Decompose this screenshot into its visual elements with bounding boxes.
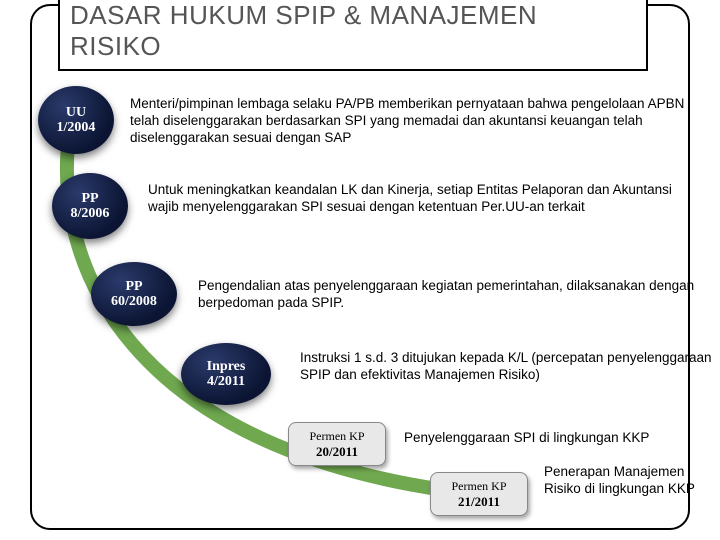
chip-label-1: Permen KP	[452, 479, 507, 494]
title-line-1: DASAR HUKUM SPIP & MANAJEMEN	[70, 0, 636, 31]
node-label-2: 60/2008	[111, 294, 157, 309]
desc-permen-kp-20-2011: Penyelenggaraan SPI di lingkungan KKP	[404, 430, 704, 447]
node-label-2: 8/2006	[71, 206, 110, 221]
desc-uu-1-2004: Menteri/pimpinan lembaga selaku PA/PB me…	[130, 96, 688, 147]
desc-inpres-4-2011: Instruksi 1 s.d. 3 ditujukan kepada K/L …	[300, 350, 720, 384]
node-label-1: PP	[81, 191, 98, 206]
node-pp-60-2008: PP 60/2008	[91, 262, 177, 326]
node-label-1: UU	[66, 105, 86, 120]
desc-pp-8-2006: Untuk meningkatkan keandalan LK dan Kine…	[148, 182, 698, 216]
node-label-2: 4/2011	[207, 374, 245, 389]
chip-permen-kp-21-2011: Permen KP 21/2011	[430, 472, 528, 516]
node-label-1: Inpres	[207, 359, 246, 374]
chip-label-2: 21/2011	[458, 494, 500, 510]
desc-pp-60-2008: Pengendalian atas penyelenggaraan kegiat…	[198, 278, 698, 312]
node-label-1: PP	[125, 279, 142, 294]
title-line-2: RISIKO	[70, 31, 636, 62]
chip-permen-kp-20-2011: Permen KP 20/2011	[288, 422, 386, 466]
chip-label-1: Permen KP	[310, 429, 365, 444]
node-label-2: 1/2004	[57, 120, 96, 135]
slide-title: DASAR HUKUM SPIP & MANAJEMEN RISIKO	[58, 0, 648, 71]
desc-permen-kp-21-2011: Penerapan Manajemen Risiko di lingkungan…	[544, 464, 714, 498]
node-pp-8-2006: PP 8/2006	[52, 173, 128, 239]
chip-label-2: 20/2011	[316, 444, 358, 460]
node-uu-1-2004: UU 1/2004	[38, 86, 114, 154]
node-inpres-4-2011: Inpres 4/2011	[181, 343, 271, 405]
